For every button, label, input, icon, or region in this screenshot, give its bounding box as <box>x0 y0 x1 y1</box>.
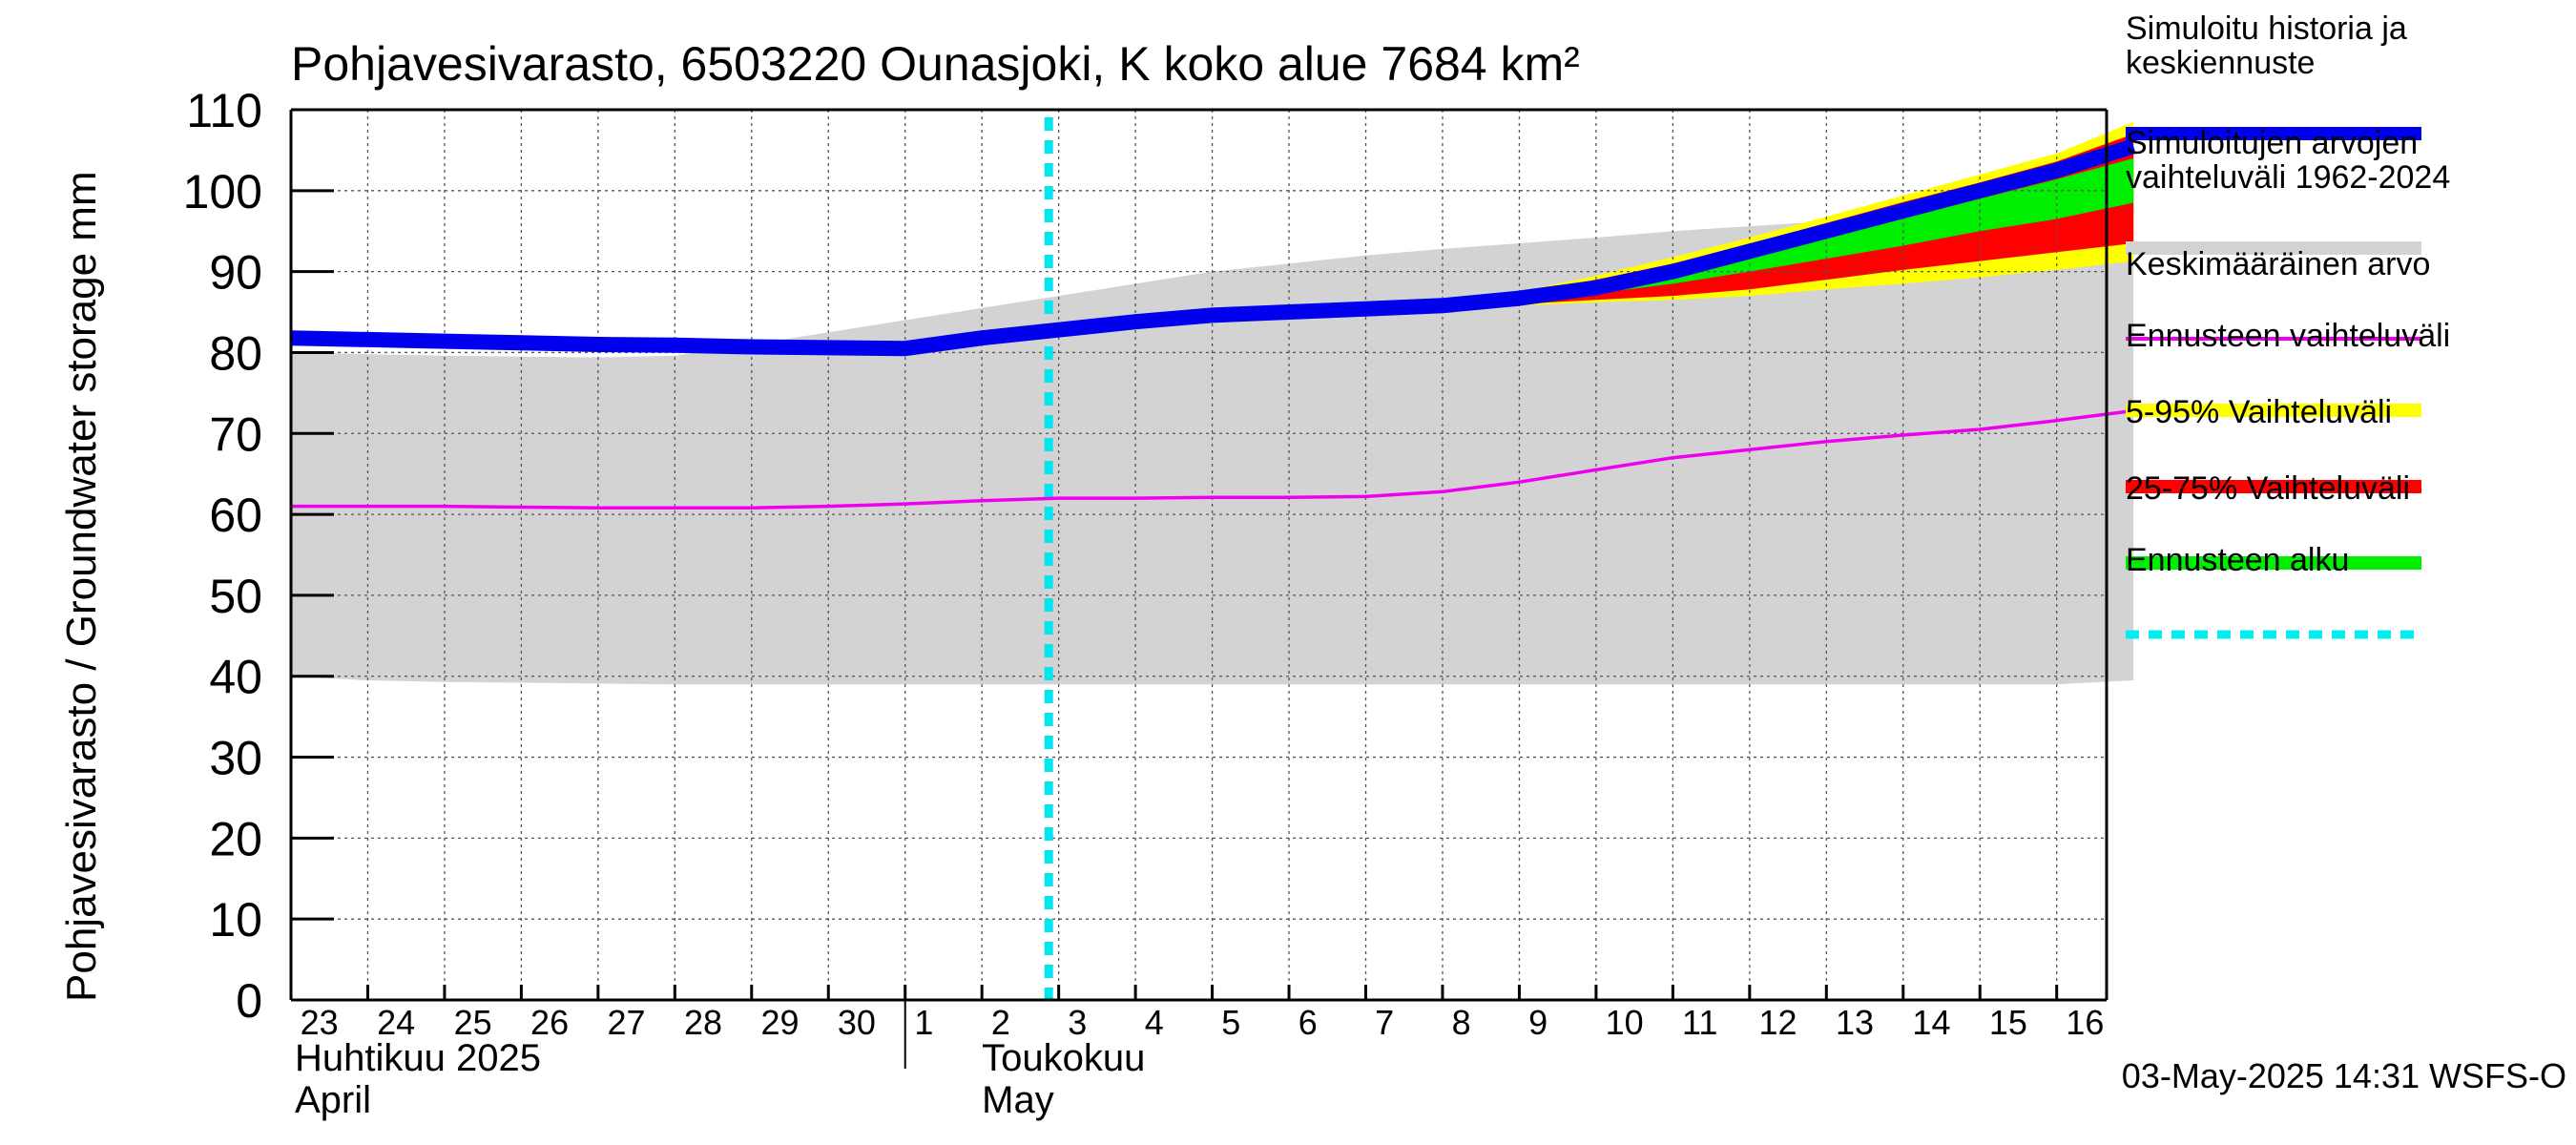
x-day-label-11: 4 <box>1145 1003 1164 1042</box>
y-tick-label-4: 40 <box>209 651 262 704</box>
x-day-label-3: 26 <box>530 1003 569 1042</box>
x-day-label-17: 10 <box>1606 1003 1644 1042</box>
x-day-label-18: 11 <box>1682 1003 1717 1042</box>
x-day-label-5: 28 <box>684 1003 722 1042</box>
legend-label-6: Ennusteen alku <box>2126 542 2349 578</box>
x-day-label-21: 14 <box>1912 1003 1950 1042</box>
x-day-label-19: 12 <box>1758 1003 1797 1042</box>
y-tick-label-2: 20 <box>209 812 262 865</box>
month-label-fi-0: Huhtikuu 2025 <box>295 1037 541 1079</box>
legend-label-1: Simuloitujen arvojen vaihteluväli 1962-20… <box>2126 125 2450 196</box>
y-tick-label-10: 100 <box>183 165 262 219</box>
legend-label-5: 25-75% Vaihteluväli <box>2126 470 2410 507</box>
legend-label-2: Keskimääräinen arvo <box>2126 246 2430 282</box>
month-label-en-0: April <box>295 1079 371 1121</box>
x-day-label-16: 9 <box>1528 1003 1548 1042</box>
series-line-layer <box>290 117 2136 1000</box>
y-tick-label-9: 90 <box>209 246 262 300</box>
x-day-label-7: 30 <box>838 1003 876 1042</box>
x-day-label-15: 8 <box>1452 1003 1471 1042</box>
y-tick-label-1: 10 <box>209 893 262 947</box>
x-day-label-0: 23 <box>301 1003 339 1042</box>
chart-title: Pohjavesivarasto, 6503220 Ounasjoki, K k… <box>291 37 1580 91</box>
x-day-label-10: 3 <box>1068 1003 1087 1042</box>
x-day-label-13: 6 <box>1298 1003 1318 1042</box>
y-tick-label-7: 70 <box>209 407 262 461</box>
month-label-en-1: May <box>982 1079 1054 1121</box>
legend-label-4: 5-95% Vaihteluväli <box>2126 394 2392 430</box>
x-day-label-6: 29 <box>760 1003 799 1042</box>
y-tick-label-5: 50 <box>209 570 262 623</box>
x-day-label-1: 24 <box>377 1003 415 1042</box>
y-tick-label-8: 80 <box>209 326 262 380</box>
footer-timestamp: 03-May-2025 14:31 WSFS-O <box>2122 1056 2566 1095</box>
axes-layer <box>289 108 2109 1069</box>
x-day-label-12: 5 <box>1221 1003 1240 1042</box>
y-tick-label-0: 0 <box>236 974 262 1028</box>
x-day-label-22: 15 <box>1989 1003 2027 1042</box>
x-day-label-9: 2 <box>991 1003 1010 1042</box>
legend-label-0: Simuloitu historia ja keskiennuste <box>2126 10 2407 81</box>
x-day-label-4: 27 <box>608 1003 646 1042</box>
y-tick-label-6: 60 <box>209 489 262 542</box>
y-axis-label: Pohjavesivarasto / Groundwater storage m… <box>58 171 105 1002</box>
y-tick-label-11: 110 <box>186 84 262 137</box>
x-day-label-2: 25 <box>454 1003 492 1042</box>
month-label-fi-1: Toukokuu <box>982 1037 1145 1079</box>
legend: Simuloitu historia ja keskiennuste Simuloi… <box>2126 10 2450 639</box>
grid-layer <box>291 109 2107 1001</box>
y-tick-label-3: 30 <box>209 732 262 785</box>
legend-label-3: Ennusteen vaihteluväli <box>2126 318 2450 354</box>
series-line-simulated <box>290 138 2136 357</box>
x-day-label-8: 1 <box>914 1003 933 1042</box>
x-day-label-14: 7 <box>1375 1003 1394 1042</box>
x-day-label-23: 16 <box>2066 1003 2104 1042</box>
series-line-mean <box>291 408 2134 510</box>
x-day-label-20: 13 <box>1836 1003 1874 1042</box>
